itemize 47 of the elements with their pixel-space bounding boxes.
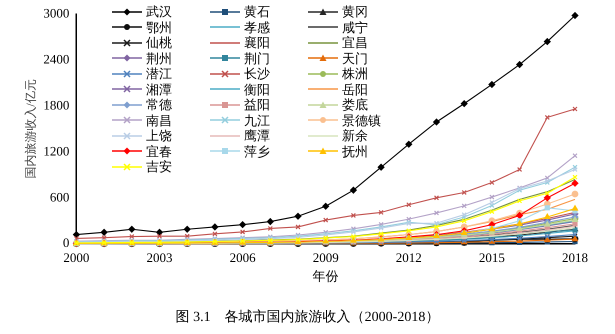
y-tick-label: 600 [50,189,70,204]
legend-label: 仙桃 [146,35,172,50]
x-tick-label: 2006 [230,250,256,266]
legend-label: 益阳 [244,97,270,112]
legend-label: 萍乡 [244,144,270,159]
legend-label: 孝感 [244,20,270,35]
x-tick-label: 2003 [146,250,172,266]
y-tick-label: 1200 [43,143,70,158]
legend-label: 咸宁 [342,20,368,35]
legend-label: 衡阳 [244,82,270,97]
legend-label: 武汉 [146,4,172,20]
legend-label: 襄阳 [244,35,270,50]
legend-label: 宜春 [146,144,172,159]
legend-label: 长沙 [244,66,270,82]
x-tick-label: 2018 [562,250,588,266]
legend-label: 吉安 [146,159,172,174]
legend-label: 新余 [342,128,368,144]
y-tick-label: 0 [62,235,70,250]
legend-label: 荆门 [244,50,270,66]
legend-label: 南昌 [146,112,172,128]
x-tick-label: 2009 [312,250,339,266]
x-tick-label: 2015 [478,250,505,266]
y-tick-label: 2400 [43,51,70,66]
legend-label: 鄂州 [146,20,172,35]
legend-label: 黄石 [244,4,270,20]
y-tick-label: 3000 [43,5,70,20]
legend-label: 宜昌 [342,35,368,50]
y-tick-label: 1800 [43,97,70,112]
caption: 图 3.1 各城市国内旅游收入（2000-2018） [174,308,440,326]
legend-label: 上饶 [146,128,172,144]
legend-label: 湘潭 [146,82,172,97]
legend-label: 常德 [146,97,172,112]
legend-label: 黄冈 [342,4,368,20]
x-tick-label: 2000 [63,250,90,266]
legend-label: 九江 [244,112,270,128]
y-axis-title: 国内旅游收入/亿元 [23,79,38,179]
legend-label: 潜江 [146,66,172,82]
legend-label: 抚州 [342,144,368,159]
x-tick-label: 2012 [396,250,422,266]
legend-label: 鹰潭 [244,128,270,144]
legend-label: 株洲 [342,66,368,82]
legend-label: 娄底 [342,97,368,112]
legend-label: 景德镇 [342,112,381,128]
x-axis-title: 年份 [312,268,339,284]
legend-label: 荆州 [146,50,172,66]
legend-label: 天门 [342,50,368,66]
legend-label: 岳阳 [342,82,368,97]
